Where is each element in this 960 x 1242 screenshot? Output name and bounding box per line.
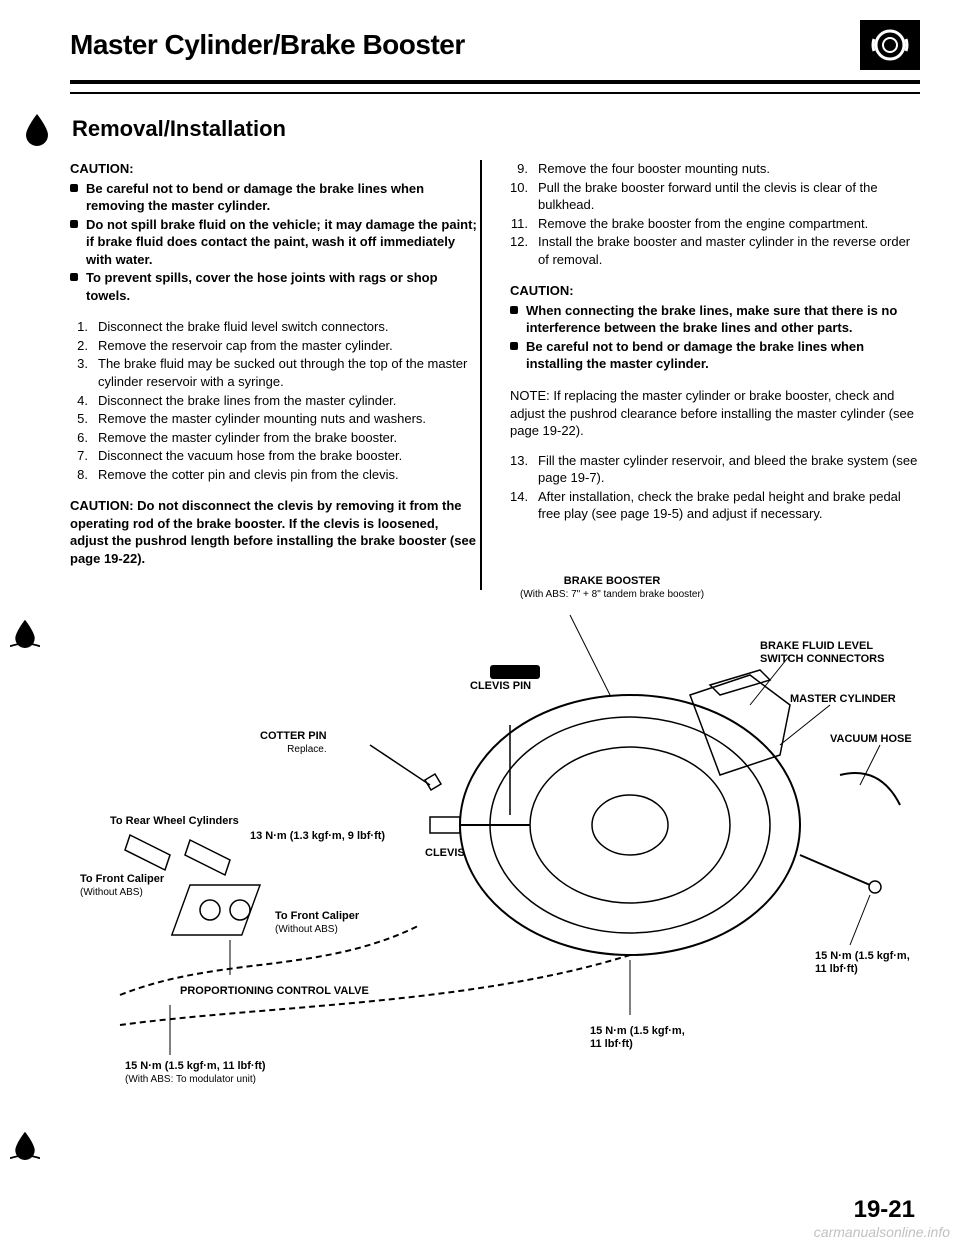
label-vacuum: VACUUM HOSE: [830, 733, 912, 745]
step-item: 6.Remove the master cylinder from the br…: [70, 429, 480, 447]
diagram: BRAKE BOOSTER(With ABS: 7" + 8" tandem b…: [70, 575, 920, 1095]
drop-icon: [10, 1130, 40, 1160]
label-cotter-pin: COTTER PINReplace.: [260, 730, 327, 754]
brake-icon: [860, 20, 920, 70]
step-item: 9.Remove the four booster mounting nuts.: [510, 160, 920, 178]
note-block: NOTE: If replacing the master cylinder o…: [510, 387, 920, 440]
page-header: Master Cylinder/Brake Booster: [70, 20, 920, 84]
label-torque-4: 15 N·m (1.5 kgf·m,11 lbf·ft): [815, 950, 910, 974]
caution-label: CAUTION:: [70, 160, 480, 178]
step-item: 1.Disconnect the brake fluid level switc…: [70, 318, 480, 336]
page: Master Cylinder/Brake Booster Removal/In…: [0, 0, 960, 1242]
caution-item: To prevent spills, cover the hose joints…: [70, 269, 480, 304]
caution-item: Do not spill brake fluid on the vehicle;…: [70, 216, 480, 269]
label-clevis-pin: CLEVIS PIN: [470, 680, 531, 692]
step-item: 4.Disconnect the brake lines from the ma…: [70, 392, 480, 410]
label-master-cyl: MASTER CYLINDER: [790, 693, 896, 705]
drop-icon: [10, 618, 40, 648]
label-rear-wheel: To Rear Wheel Cylinders: [110, 815, 239, 827]
step-item: 3.The brake fluid may be sucked out thro…: [70, 355, 480, 390]
step-item: 2.Remove the reservoir cap from the mast…: [70, 337, 480, 355]
label-torque-1: 13 N·m (1.3 kgf·m, 9 lbf·ft): [250, 830, 385, 842]
step-item: 14.After installation, check the brake p…: [510, 488, 920, 523]
caution-block-3: CAUTION: When connecting the brake lines…: [510, 282, 920, 373]
step-item: 5.Remove the master cylinder mounting nu…: [70, 410, 480, 428]
section-title: Removal/Installation: [72, 116, 286, 142]
left-column: CAUTION: Be careful not to bend or damag…: [70, 160, 480, 567]
label-fluid-level: BRAKE FLUID LEVELSWITCH CONNECTORS: [760, 640, 884, 664]
step-item: 8.Remove the cotter pin and clevis pin f…: [70, 466, 480, 484]
step-item: 12.Install the brake booster and master …: [510, 233, 920, 268]
steps-list-3: 13.Fill the master cylinder reservoir, a…: [510, 452, 920, 523]
caution-list: Be careful not to bend or damage the bra…: [70, 180, 480, 305]
label-front-caliper: To Front Caliper(Without ABS): [80, 873, 164, 897]
page-number: 19-21: [854, 1196, 915, 1224]
watermark: carmanualsonline.info: [814, 1224, 950, 1240]
caution-item: Be careful not to bend or damage the bra…: [70, 180, 480, 215]
step-item: 11.Remove the brake booster from the eng…: [510, 215, 920, 233]
label-pcv: PROPORTIONING CONTROL VALVE: [180, 985, 369, 997]
step-item: 10.Pull the brake booster forward until …: [510, 179, 920, 214]
page-title: Master Cylinder/Brake Booster: [70, 29, 465, 61]
step-item: 7.Disconnect the vacuum hose from the br…: [70, 447, 480, 465]
drop-icon: [20, 112, 54, 146]
header-rule: [70, 92, 920, 94]
caution-item: Be careful not to bend or damage the bra…: [510, 338, 920, 373]
caution-label: CAUTION:: [510, 282, 920, 300]
label-clevis: CLEVIS: [425, 847, 465, 859]
step-item: 13.Fill the master cylinder reservoir, a…: [510, 452, 920, 487]
label-booster: BRAKE BOOSTER(With ABS: 7" + 8" tandem b…: [520, 575, 704, 599]
label-front-caliper-2: To Front Caliper(Without ABS): [275, 910, 359, 934]
text-columns: CAUTION: Be careful not to bend or damag…: [70, 160, 920, 567]
caution-block-2: CAUTION: Do not disconnect the clevis by…: [70, 497, 480, 567]
steps-list: 1.Disconnect the brake fluid level switc…: [70, 318, 480, 483]
caution-item: When connecting the brake lines, make su…: [510, 302, 920, 337]
caution-list-2: When connecting the brake lines, make su…: [510, 302, 920, 373]
section-header: Removal/Installation: [20, 112, 920, 146]
label-torque-3: 15 N·m (1.5 kgf·m,11 lbf·ft): [590, 1025, 685, 1049]
column-divider: [480, 160, 482, 590]
label-torque-2: 15 N·m (1.5 kgf·m, 11 lbf·ft)(With ABS: …: [125, 1060, 266, 1084]
steps-list-2: 9.Remove the four booster mounting nuts.…: [510, 160, 920, 268]
right-column: 9.Remove the four booster mounting nuts.…: [510, 160, 920, 567]
